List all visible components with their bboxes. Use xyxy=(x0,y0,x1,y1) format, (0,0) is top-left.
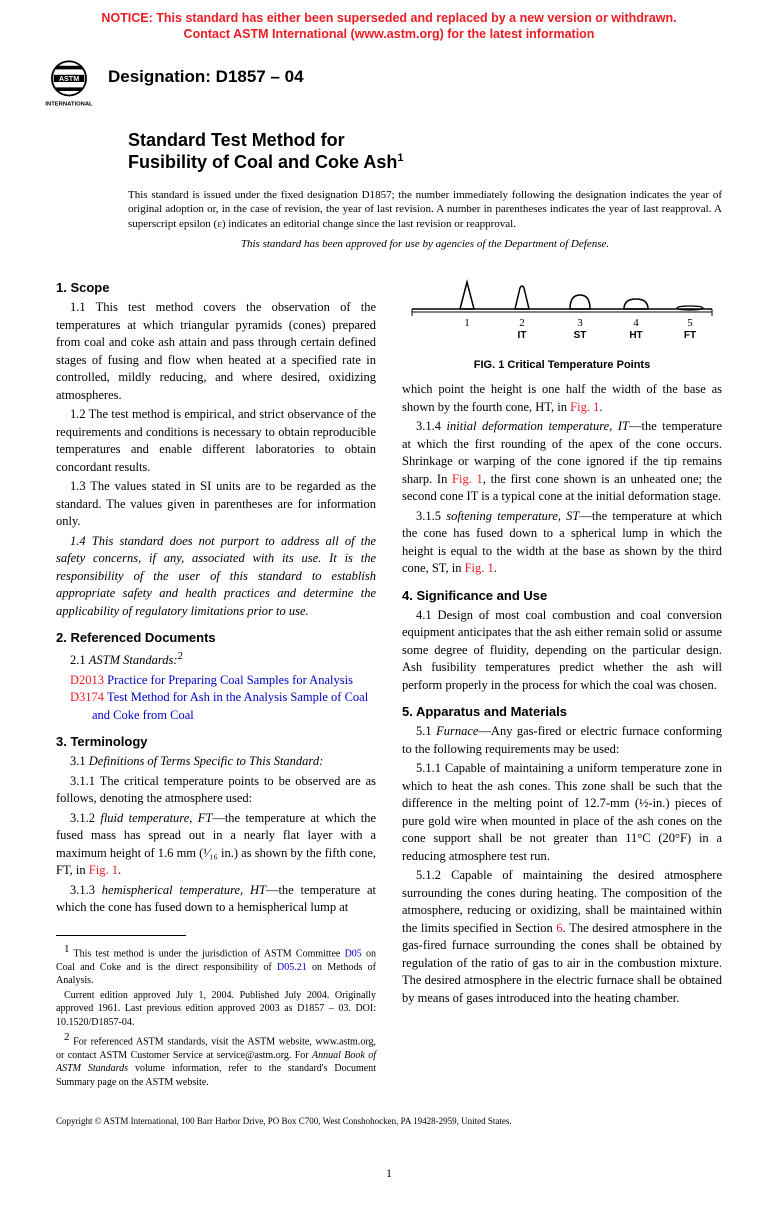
scope-1-2: 1.2 The test method is empirical, and st… xyxy=(56,406,376,476)
page: NOTICE: This standard has either been su… xyxy=(0,0,778,1211)
dod-note: This standard has been approved for use … xyxy=(128,238,722,250)
copyright-text: Copyright © ASTM International, 100 Barr… xyxy=(56,1116,722,1126)
svg-text:HT: HT xyxy=(629,330,642,341)
title-line1: Standard Test Method for xyxy=(128,129,778,152)
significance-heading: 4. Significance and Use xyxy=(402,588,722,603)
footnote-1b: Current edition approved July 1, 2004. P… xyxy=(56,989,376,1030)
cones-diagram-icon: 1 2 3 4 5 IT ST HT FT xyxy=(402,274,722,354)
notice-banner: NOTICE: This standard has either been su… xyxy=(0,10,778,43)
ref-d2013[interactable]: D2013 Practice for Preparing Coal Sample… xyxy=(56,672,376,690)
footnote-separator xyxy=(56,935,186,936)
footnote-2: 2 For referenced ASTM standards, visit t… xyxy=(56,1030,376,1089)
figure-1-caption: FIG. 1 Critical Temperature Points xyxy=(402,359,722,371)
terminology-heading: 3. Terminology xyxy=(56,734,376,749)
subcommittee-link[interactable]: D05.21 xyxy=(277,962,307,973)
title-block: Standard Test Method for Fusibility of C… xyxy=(128,129,778,174)
scope-1-4: 1.4 This standard does not purport to ad… xyxy=(56,533,376,621)
astm-logo-icon: ASTM INTERNATIONAL xyxy=(42,55,96,109)
apparatus-heading: 5. Apparatus and Materials xyxy=(402,704,722,719)
fig1-link[interactable]: Fig. 1 xyxy=(89,863,118,877)
svg-text:IT: IT xyxy=(518,330,527,341)
scope-1-1: 1.1 This test method covers the observat… xyxy=(56,299,376,404)
app-5-1-2: 5.1.2 Capable of maintaining the desired… xyxy=(402,867,722,1007)
scope-heading: 1. Scope xyxy=(56,280,376,295)
right-column: 1 2 3 4 5 IT ST HT FT FIG. 1 Critical Te… xyxy=(402,270,722,1090)
app-5-1-1: 5.1.1 Capable of maintaining a uniform t… xyxy=(402,760,722,865)
left-column: 1. Scope 1.1 This test method covers the… xyxy=(56,270,376,1090)
svg-text:4: 4 xyxy=(633,317,639,329)
header-row: ASTM INTERNATIONAL Designation: D1857 – … xyxy=(42,55,778,109)
figure-1: 1 2 3 4 5 IT ST HT FT FIG. 1 Critical Te… xyxy=(402,274,722,371)
refs-2-1: 2.1 ASTM Standards:2 xyxy=(56,649,376,670)
term-3-1-3b: which point the height is one half the w… xyxy=(402,381,722,416)
fig1-link[interactable]: Fig. 1 xyxy=(465,561,494,575)
title-line2: Fusibility of Coal and Coke Ash1 xyxy=(128,151,778,174)
svg-text:FT: FT xyxy=(684,330,696,341)
term-3-1-1: 3.1.1 The critical temperature points to… xyxy=(56,773,376,808)
svg-text:2: 2 xyxy=(519,317,525,329)
two-column-layout: 1. Scope 1.1 This test method covers the… xyxy=(56,270,722,1090)
svg-text:ASTM: ASTM xyxy=(59,74,79,83)
term-3-1-3: 3.1.3 hemispherical temperature, HT—the … xyxy=(56,882,376,917)
svg-text:ST: ST xyxy=(574,330,587,341)
page-number: 1 xyxy=(0,1166,778,1181)
committee-link[interactable]: D05 xyxy=(345,948,362,959)
term-3-1: 3.1 Definitions of Terms Specific to Thi… xyxy=(56,753,376,771)
app-5-1: 5.1 Furnace—Any gas-fired or electric fu… xyxy=(402,723,722,758)
notice-line1: NOTICE: This standard has either been su… xyxy=(101,11,676,25)
ref-d3174[interactable]: D3174 Test Method for Ash in the Analysi… xyxy=(56,689,376,724)
refs-heading: 2. Referenced Documents xyxy=(56,630,376,645)
svg-text:3: 3 xyxy=(577,317,583,329)
designation-text: Designation: D1857 – 04 xyxy=(108,67,304,87)
term-3-1-4: 3.1.4 initial deformation temperature, I… xyxy=(402,418,722,506)
fig1-link[interactable]: Fig. 1 xyxy=(570,400,599,414)
issue-note: This standard is issued under the fixed … xyxy=(128,188,722,233)
svg-text:5: 5 xyxy=(687,317,693,329)
fig1-link[interactable]: Fig. 1 xyxy=(452,472,483,486)
sig-4-1: 4.1 Design of most coal combustion and c… xyxy=(402,607,722,695)
notice-line2: Contact ASTM International (www.astm.org… xyxy=(184,27,595,41)
svg-text:INTERNATIONAL: INTERNATIONAL xyxy=(45,101,93,107)
footnote-1: 1 This test method is under the jurisdic… xyxy=(56,942,376,988)
scope-1-3: 1.3 The values stated in SI units are to… xyxy=(56,478,376,531)
term-3-1-5: 3.1.5 softening temperature, ST—the temp… xyxy=(402,508,722,578)
svg-text:1: 1 xyxy=(464,317,470,329)
term-3-1-2: 3.1.2 fluid temperature, FT—the temperat… xyxy=(56,810,376,880)
